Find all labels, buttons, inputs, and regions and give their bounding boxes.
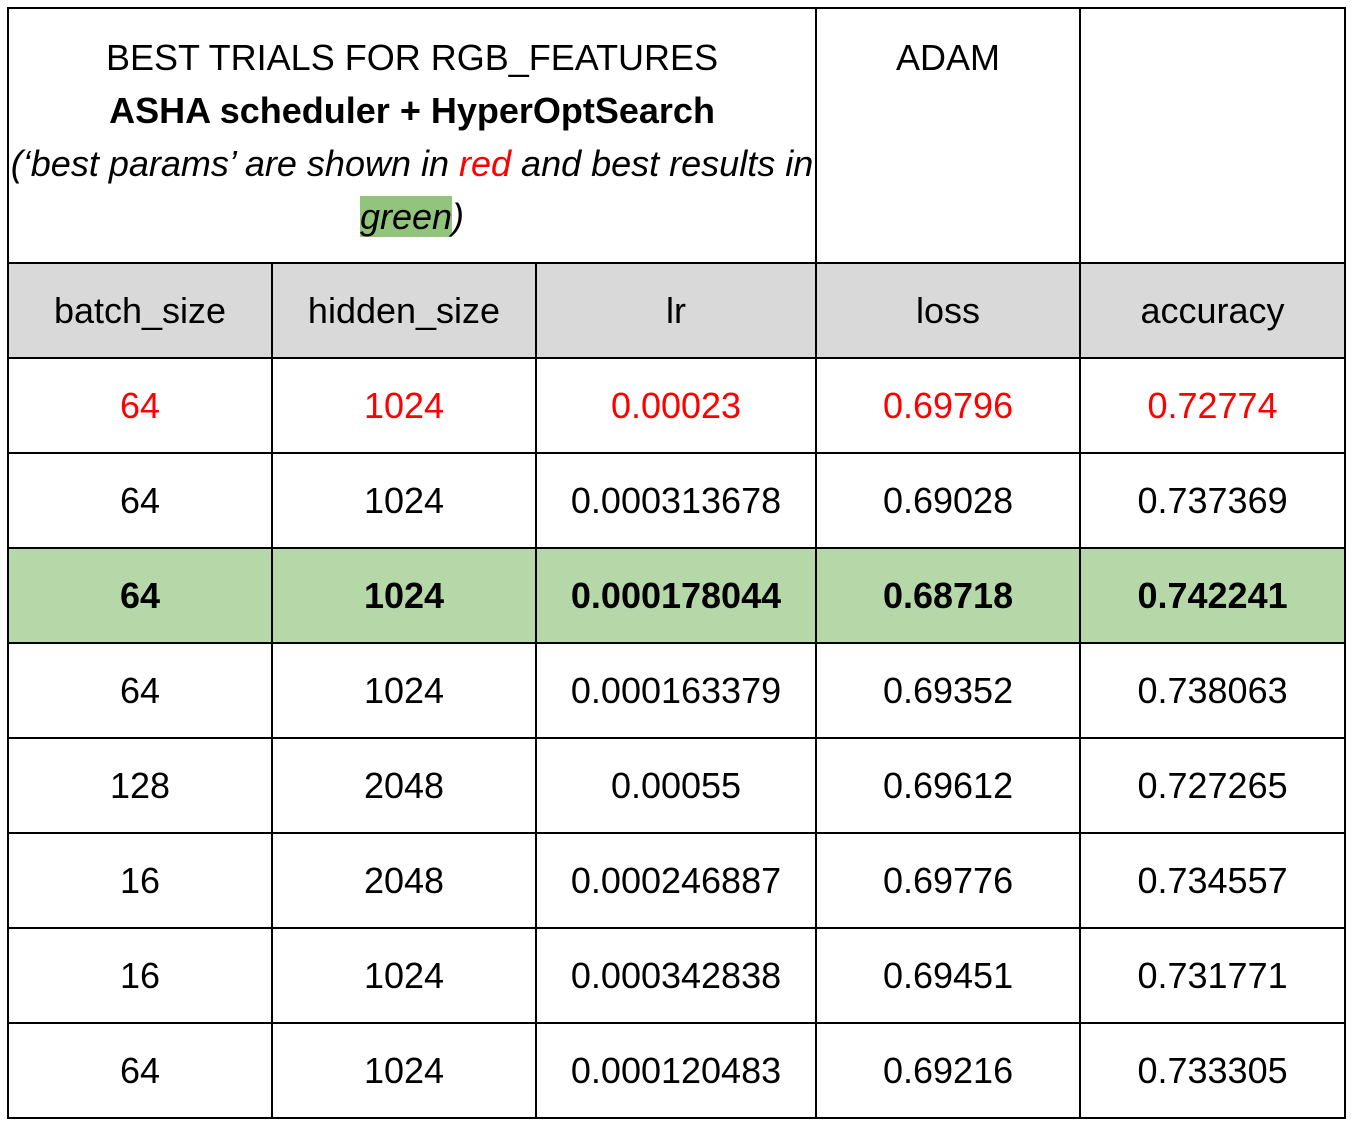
column-header: accuracy xyxy=(1079,262,1347,359)
cell-batch-size: 64 xyxy=(7,547,273,644)
cell-accuracy: 0.733305 xyxy=(1079,1022,1347,1119)
table-row: 16 2048 0.000246887 0.69776 0.734557 xyxy=(7,832,1347,929)
cell-lr: 0.000163379 xyxy=(534,642,818,739)
cell-lr: 0.00023 xyxy=(534,357,818,454)
cell-hidden-size: 1024 xyxy=(271,357,537,454)
cell-loss: 0.68718 xyxy=(815,547,1082,644)
cell-batch-size: 64 xyxy=(7,357,273,454)
cell-accuracy: 0.734557 xyxy=(1079,832,1347,929)
cell-batch-size: 64 xyxy=(7,452,273,549)
cell-loss: 0.69216 xyxy=(815,1022,1082,1119)
cell-hidden-size: 2048 xyxy=(271,737,537,834)
cell-hidden-size: 2048 xyxy=(271,832,537,929)
table-row-best-params: 64 1024 0.00023 0.69796 0.72774 xyxy=(7,357,1347,454)
note-red-word: red xyxy=(459,143,512,184)
column-header: loss xyxy=(815,262,1082,359)
note-middle: and best results in xyxy=(511,143,814,184)
table-row: 64 1024 0.000120483 0.69216 0.733305 xyxy=(7,1022,1347,1119)
cell-hidden-size: 1024 xyxy=(271,642,537,739)
cell-lr: 0.000120483 xyxy=(534,1022,818,1119)
cell-batch-size: 128 xyxy=(7,737,273,834)
cell-lr: 0.000246887 xyxy=(534,832,818,929)
title-row: BEST TRIALS FOR RGB_FEATURES ASHA schedu… xyxy=(6,7,1347,264)
cell-lr: 0.000342838 xyxy=(534,927,818,1024)
results-table: BEST TRIALS FOR RGB_FEATURES ASHA schedu… xyxy=(6,7,1347,1119)
table-title: BEST TRIALS FOR RGB_FEATURES ASHA schedu… xyxy=(6,7,818,264)
cell-hidden-size: 1024 xyxy=(271,452,537,549)
cell-loss: 0.69612 xyxy=(815,737,1082,834)
table-row-best-result: 64 1024 0.000178044 0.68718 0.742241 xyxy=(7,547,1347,644)
optimizer-cell: ADAM xyxy=(815,7,1082,264)
note-green-word: green xyxy=(359,196,453,237)
cell-hidden-size: 1024 xyxy=(271,547,537,644)
note-prefix: (‘best params’ are shown in xyxy=(10,143,460,184)
color-legend-note: (‘best params’ are shown in red and best… xyxy=(9,137,815,243)
cell-loss: 0.69451 xyxy=(815,927,1082,1024)
table-row: 64 1024 0.000163379 0.69352 0.738063 xyxy=(7,642,1347,739)
cell-batch-size: 64 xyxy=(7,1022,273,1119)
table-row: 64 1024 0.000313678 0.69028 0.737369 xyxy=(7,452,1347,549)
column-header: hidden_size xyxy=(271,262,537,359)
note-suffix: ) xyxy=(452,196,465,237)
cell-accuracy: 0.731771 xyxy=(1079,927,1347,1024)
cell-lr: 0.000178044 xyxy=(534,547,818,644)
empty-header-cell xyxy=(1079,7,1347,264)
cell-accuracy: 0.737369 xyxy=(1079,452,1347,549)
column-header: lr xyxy=(534,262,818,359)
table-row: 128 2048 0.00055 0.69612 0.727265 xyxy=(7,737,1347,834)
cell-accuracy: 0.72774 xyxy=(1079,357,1347,454)
column-header: batch_size xyxy=(7,262,273,359)
cell-batch-size: 16 xyxy=(7,832,273,929)
cell-lr: 0.00055 xyxy=(534,737,818,834)
cell-accuracy: 0.742241 xyxy=(1079,547,1347,644)
cell-loss: 0.69776 xyxy=(815,832,1082,929)
cell-batch-size: 16 xyxy=(7,927,273,1024)
cell-accuracy: 0.727265 xyxy=(1079,737,1347,834)
column-header-row: batch_size hidden_size lr loss accuracy xyxy=(7,262,1347,359)
subtitle-line: ASHA scheduler + HyperOptSearch xyxy=(109,90,715,131)
cell-lr: 0.000313678 xyxy=(534,452,818,549)
cell-hidden-size: 1024 xyxy=(271,1022,537,1119)
table-row: 16 1024 0.000342838 0.69451 0.731771 xyxy=(7,927,1347,1024)
cell-batch-size: 64 xyxy=(7,642,273,739)
cell-hidden-size: 1024 xyxy=(271,927,537,1024)
cell-loss: 0.69352 xyxy=(815,642,1082,739)
cell-loss: 0.69028 xyxy=(815,452,1082,549)
title-line: BEST TRIALS FOR RGB_FEATURES xyxy=(105,37,719,78)
cell-accuracy: 0.738063 xyxy=(1079,642,1347,739)
cell-loss: 0.69796 xyxy=(815,357,1082,454)
